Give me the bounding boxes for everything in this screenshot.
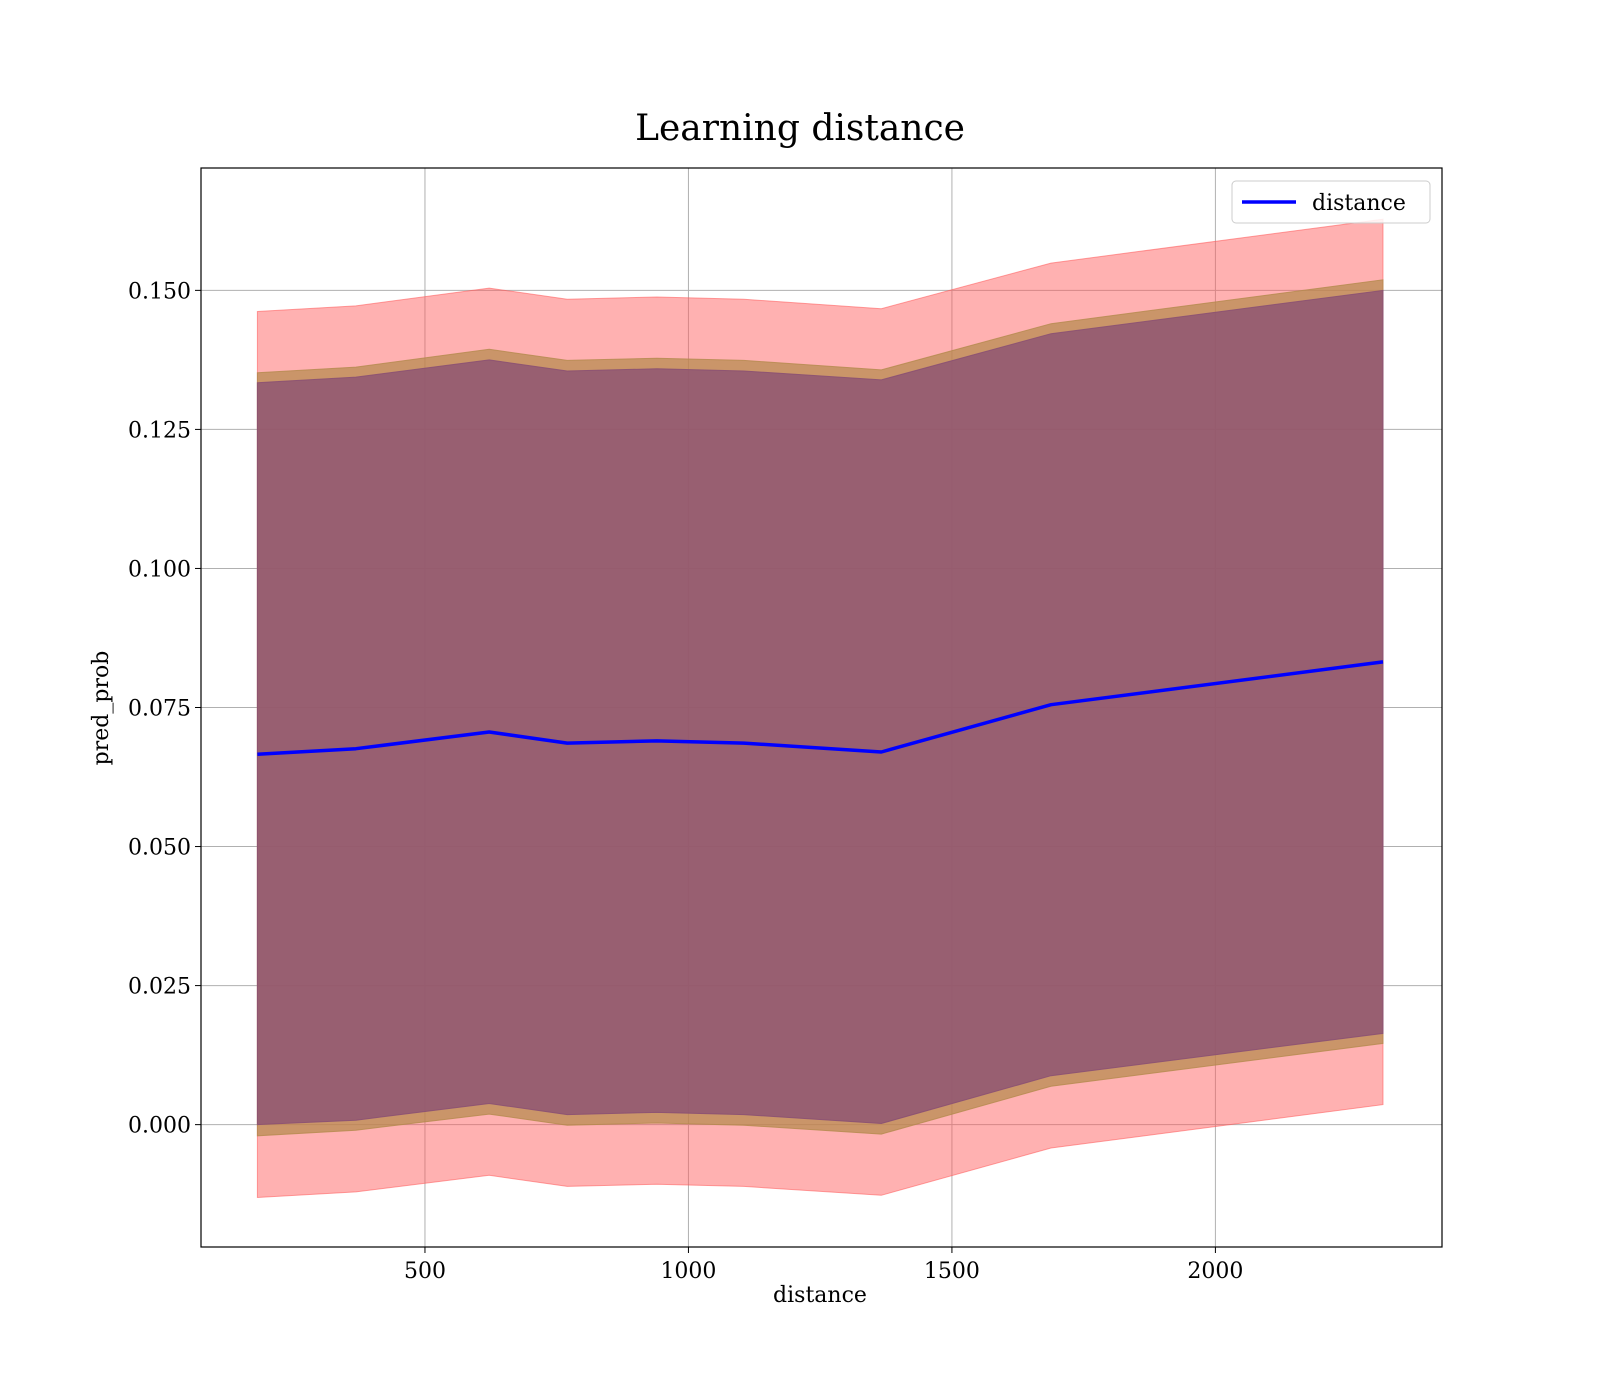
y-tick-label: 0.125 [128, 418, 191, 443]
y-tick-label: 0.150 [128, 279, 191, 304]
x-axis-label: distance [773, 1283, 867, 1308]
y-tick-label: 0.025 [128, 975, 191, 1000]
x-tick-label: 1500 [924, 1259, 980, 1284]
chart-title: Learning distance [635, 108, 965, 149]
y-tick-label: 0.050 [128, 836, 191, 861]
x-tick-label: 1000 [660, 1259, 716, 1284]
y-axis-label: pred_prob [89, 651, 114, 766]
series-lines [257, 660, 1384, 756]
y-tick-label: 0.075 [128, 697, 191, 722]
x-tick-label: 2000 [1187, 1259, 1243, 1284]
y-tick-label: 0.000 [128, 1114, 191, 1139]
y-axis-ticks: 0.000 0.025 0.050 0.075 0.100 0.125 0.150 [128, 279, 201, 1139]
confidence-band-3 [256, 289, 1384, 1126]
series-line-distance [257, 660, 1384, 756]
x-tick-label: 500 [404, 1259, 446, 1284]
y-tick-label: 0.100 [128, 557, 191, 582]
confidence-bands [256, 218, 1384, 1199]
x-axis-ticks: 500 1000 1500 2000 [404, 1247, 1243, 1284]
legend: distance [1231, 180, 1431, 224]
legend-box [1231, 180, 1431, 224]
legend-label: distance [1312, 191, 1406, 216]
